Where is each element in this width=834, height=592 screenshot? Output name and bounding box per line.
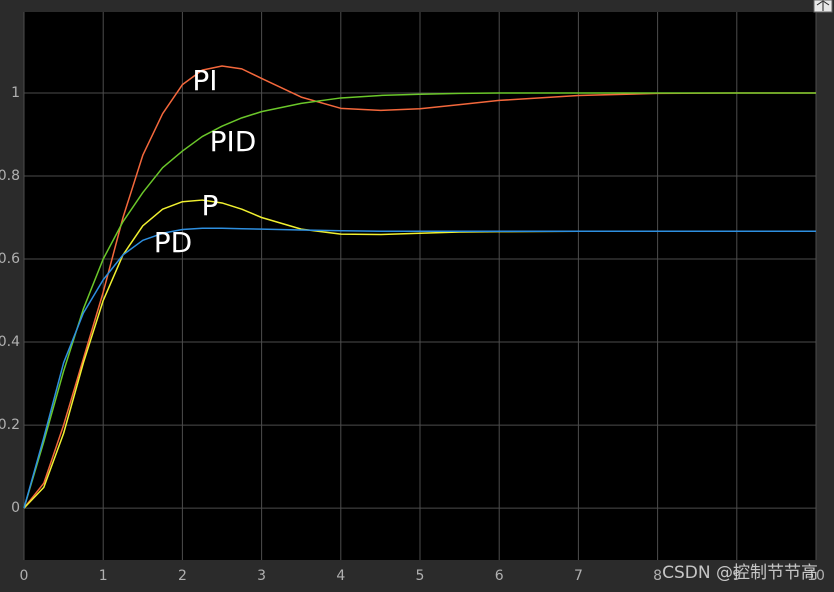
watermark: CSDN @控制节节高 [662,563,818,583]
y-tick-label: 0.6 [0,251,20,267]
x-tick-label: 3 [257,568,266,584]
series-label: PD [154,226,192,259]
y-tick-label: 0.8 [0,168,20,184]
y-tick-label: 1 [11,85,20,101]
y-tick-label: 0.2 [0,417,20,433]
x-tick-label: 0 [20,568,29,584]
y-tick-label: 0 [11,500,20,516]
series-line [23,92,816,509]
x-tick-label: 10 [807,568,825,584]
series-label: P [202,189,219,222]
x-tick-label: 2 [178,568,187,584]
x-tick-label: 4 [336,568,345,584]
x-tick-label: 7 [574,568,583,584]
series-line [23,65,816,509]
x-tick-label: 6 [495,568,504,584]
x-tick-label: 5 [416,568,425,584]
series-line [23,227,816,509]
x-tick-label: 9 [732,568,741,584]
series-label: PID [210,125,257,158]
series-label: PI [192,64,217,97]
x-tick-label: 8 [653,568,662,584]
undock-icon [816,0,830,11]
x-tick-label: 1 [99,568,108,584]
y-tick-label: 0.4 [0,334,20,350]
